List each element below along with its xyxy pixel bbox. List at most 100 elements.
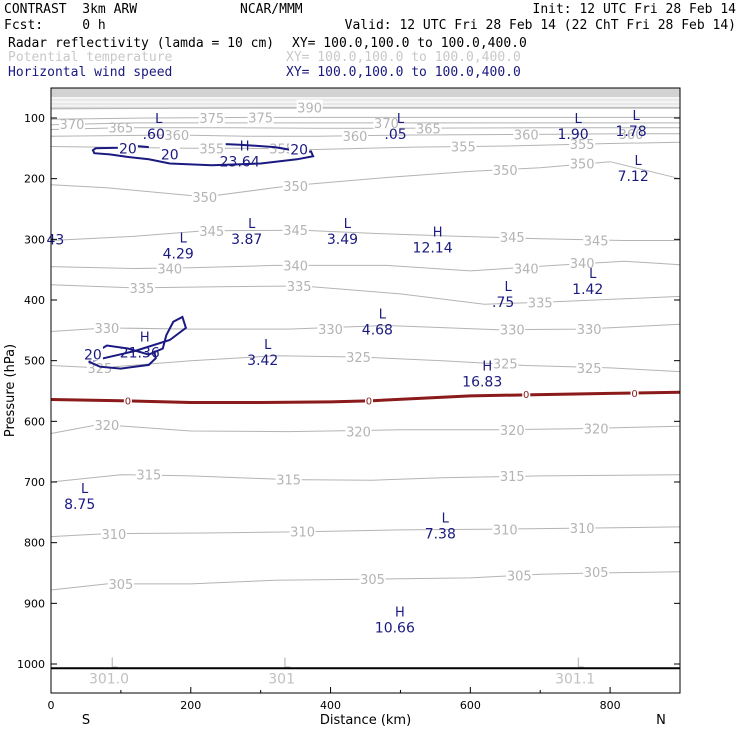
extremum-value: 16.83 [462, 375, 502, 391]
valid-time: Valid: 12 UTC Fri 28 Feb 14 (22 ChT Fri … [344, 18, 736, 33]
field-reflectivity-xy: XY= 100.0,100.0 to 100.0,400.0 [292, 36, 527, 51]
theta-label-bg [492, 355, 519, 370]
theta-label-bg [128, 279, 155, 294]
wind-label-bg [159, 146, 180, 161]
theta-label-bg [569, 254, 596, 269]
theta-label-370: 370 [60, 118, 85, 133]
theta-label-350: 350 [192, 191, 217, 206]
y-tick-label: 100 [24, 112, 45, 125]
plot-frame [50, 87, 681, 694]
theta-label-375: 375 [248, 111, 273, 126]
theta-label-335: 335 [129, 282, 154, 297]
theta-label-355: 355 [451, 141, 476, 156]
theta-label-bg [342, 128, 369, 143]
x-tick-label: 0 [48, 699, 55, 712]
theta-label-360: 360 [343, 130, 368, 145]
forecast-hour: Fcst: 0 h [4, 18, 106, 33]
field-reflectivity-name: Radar reflectivity (lamda = 10 cm) [8, 36, 275, 51]
edge-value-label: 43 [46, 232, 64, 248]
theta-label-bg [618, 125, 645, 140]
x-end-label-south: S [82, 713, 90, 728]
theta-label-bg [100, 526, 127, 541]
zero-contour-label: 0 [366, 397, 372, 408]
extremum-value: 3.49 [327, 232, 358, 248]
theta-contour-370 [50, 122, 680, 126]
theta-label-360: 360 [619, 128, 644, 143]
extremum-low-marker: L [264, 338, 272, 353]
extremum-high-marker: H [240, 139, 250, 154]
extremum-low-marker: L [81, 482, 89, 497]
theta-label-365: 365 [108, 122, 133, 137]
theta-label-bg [191, 188, 218, 203]
theta-label-355: 355 [269, 142, 294, 157]
theta-label-bg [569, 155, 596, 170]
theta-label-bg [289, 523, 316, 538]
extremum-value: 3.42 [247, 353, 278, 369]
theta-label-340: 340 [514, 262, 539, 277]
wind-label-20: 20 [290, 143, 308, 159]
theta-label-bg [247, 109, 274, 124]
theta-label-bg [156, 260, 183, 275]
theta-label-bg [576, 321, 603, 336]
theta-label-bg [282, 177, 309, 192]
theta-label-bg [282, 257, 309, 272]
y-tick-label: 1000 [17, 658, 45, 671]
theta-label-305: 305 [360, 573, 385, 588]
theta-label-bg [513, 260, 540, 275]
theta-label-350: 350 [283, 180, 308, 195]
theta-label-bg [506, 567, 533, 582]
theta-contour-340 [50, 260, 681, 272]
extremum-high-marker: H [140, 331, 150, 346]
extremum-low-marker: L [344, 217, 352, 232]
theta-label-350: 350 [493, 164, 518, 179]
theta-label-bg [527, 294, 554, 309]
theta-label-315: 315 [276, 474, 301, 489]
theta-label-330: 330 [500, 324, 525, 339]
y-tick-label: 200 [24, 173, 45, 186]
theta-label-bg [359, 571, 386, 586]
extremum-high-marker: H [482, 360, 492, 375]
theta-label-325: 325 [88, 362, 113, 377]
field-wind-xy: XY= 100.0,100.0 to 100.0,400.0 [286, 65, 521, 80]
extremum-low-marker: L [635, 154, 643, 169]
zero-contour-line [50, 390, 681, 404]
theta-label-bg [345, 349, 372, 364]
extremum-low-marker: L [110, 656, 118, 671]
theta-label-325: 325 [493, 358, 518, 373]
extremum-high-marker: H [433, 226, 443, 241]
extremum-low-marker: L [574, 112, 582, 127]
theta-label-bg [499, 321, 526, 336]
zero-contour-label: 0 [125, 397, 131, 408]
x-tick-label: 800 [600, 699, 621, 712]
theta-label-345: 345 [283, 224, 308, 239]
wind-label-bg [289, 141, 310, 156]
theta-label-bg [499, 467, 526, 482]
extremum-low-marker: L [283, 656, 291, 671]
x-end-label-north: N [656, 713, 666, 728]
theta-label-bg [198, 222, 225, 237]
theta-label-310: 310 [290, 526, 315, 541]
extremum-low-marker: L [379, 307, 387, 322]
y-axis-title: Pressure (hPa) [3, 344, 18, 437]
theta-label-bg [569, 520, 596, 535]
y-tick-label: 500 [24, 355, 45, 368]
model-title: CONTRAST 3km ARW [4, 2, 138, 17]
y-tick-label: 400 [24, 294, 45, 307]
theta-label-bg [492, 162, 519, 177]
theta-label-340: 340 [283, 259, 308, 274]
extremum-high-marker: H [395, 605, 405, 620]
theta-label-bg [492, 521, 519, 536]
wind-contour-20 [91, 143, 315, 167]
theta-label-340: 340 [157, 262, 182, 277]
y-tick-label: 800 [24, 537, 45, 550]
theta-label-345: 345 [500, 231, 525, 246]
institution-label: NCAR/MMM [240, 2, 303, 17]
theta-label-bg [583, 420, 610, 435]
extremum-low-marker: L [632, 109, 640, 124]
theta-label-bg [345, 423, 372, 438]
zero-label-bg [522, 388, 531, 400]
field-theta-xy: XY= 100.0,100.0 to 100.0,400.0 [286, 50, 521, 65]
theta-label-bg [135, 466, 162, 481]
zero-contour-label: 0 [523, 390, 529, 401]
